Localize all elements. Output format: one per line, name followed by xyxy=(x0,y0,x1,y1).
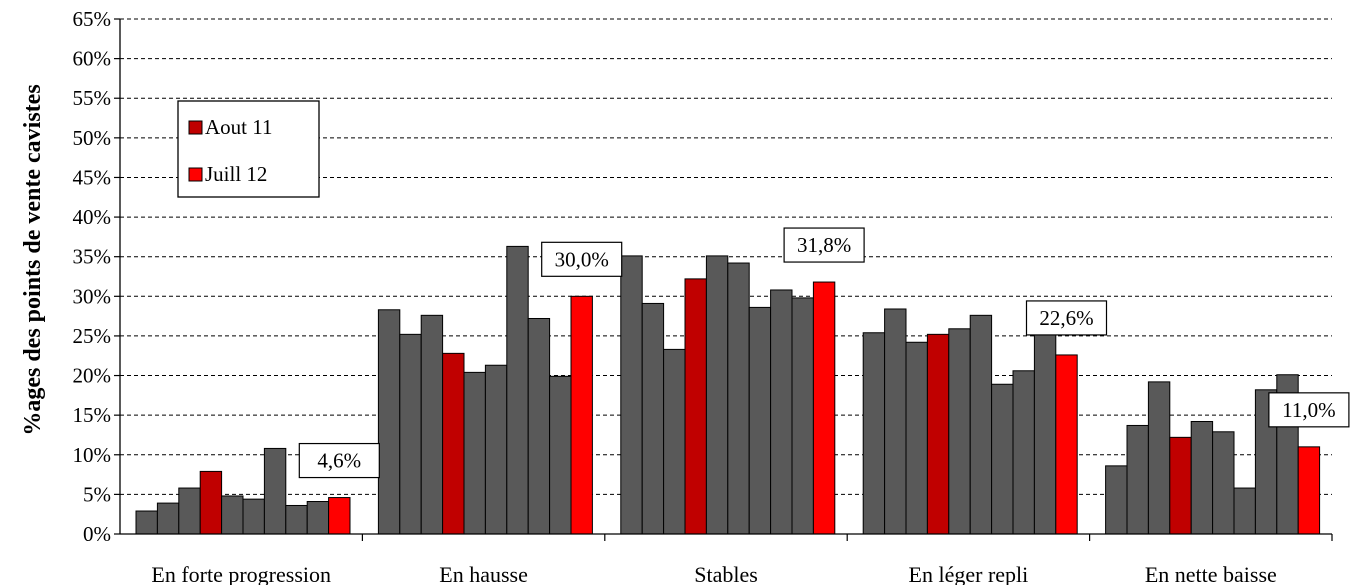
y-tick-label: 60% xyxy=(73,47,112,71)
bar xyxy=(748,306,772,535)
data-label-text: 31,8% xyxy=(797,233,851,257)
bar-juill-12 xyxy=(570,295,593,535)
bar xyxy=(135,510,158,535)
bars xyxy=(135,245,1321,535)
legend-swatch-juill-12 xyxy=(188,167,203,182)
bar-juill-12 xyxy=(328,497,351,535)
y-tick-label: 30% xyxy=(73,284,112,308)
bar xyxy=(727,262,750,535)
data-label-box xyxy=(1268,392,1350,428)
data-label-box xyxy=(783,227,865,263)
bar xyxy=(1105,465,1128,535)
legend-label-aout-11: Aout 11 xyxy=(205,115,272,139)
data-label: 4,6% xyxy=(298,442,380,479)
data-label-box xyxy=(541,241,623,277)
bar-juill-12 xyxy=(812,281,836,535)
bar xyxy=(306,501,330,535)
category-label-en-forte-progression: En forte progression xyxy=(151,562,331,585)
y-tick-label: 35% xyxy=(73,245,112,269)
bar xyxy=(770,289,793,535)
bar xyxy=(884,308,907,535)
y-tick-label: 45% xyxy=(73,165,112,189)
bar xyxy=(263,447,287,535)
bar xyxy=(377,309,401,535)
y-tick-label: 5% xyxy=(83,482,111,506)
bar xyxy=(862,332,886,535)
bar-aout-11 xyxy=(926,333,950,535)
data-label: 31,8% xyxy=(783,227,865,263)
bar xyxy=(399,333,422,535)
y-tick-label: 65% xyxy=(73,7,112,31)
bar-aout-11 xyxy=(1169,436,1192,535)
bar xyxy=(641,302,665,535)
bar xyxy=(948,328,971,535)
data-label: 30,0% xyxy=(541,241,623,277)
bar-juill-12 xyxy=(1055,354,1078,535)
y-tick-label: 0% xyxy=(83,522,111,546)
bar xyxy=(463,371,486,535)
data-label-text: 30,0% xyxy=(555,247,609,271)
y-axis-title: %ages des points de vente cavistes xyxy=(20,84,46,435)
data-label-box xyxy=(1025,300,1108,336)
y-tick-label: 15% xyxy=(73,403,112,427)
bar xyxy=(420,314,444,535)
y-tick-label: 55% xyxy=(73,86,112,110)
bar xyxy=(285,504,308,535)
bar-aout-11 xyxy=(199,470,223,535)
bar xyxy=(1033,321,1057,535)
bar xyxy=(221,495,244,535)
bar xyxy=(969,314,993,535)
axes xyxy=(119,19,1333,541)
category-label-en-hausse: En hausse xyxy=(439,562,528,585)
y-tick-label: 25% xyxy=(73,324,112,348)
bar xyxy=(791,297,814,535)
y-tick-labels: 0% 5% 10% 15% 20% 25% 30% 35% 40% 45% 50% 55% 60% 65% xyxy=(73,7,120,546)
bar xyxy=(1126,424,1149,535)
category-label-en-leger-repli: En léger repli xyxy=(909,562,1029,585)
legend-label-juill-12: Juill 12 xyxy=(205,162,267,186)
bar-juill-12 xyxy=(1297,446,1321,535)
bar xyxy=(620,255,643,535)
bar xyxy=(549,375,572,535)
data-labels: 4,6% 30,0% 31,8% 22,6% 11,0% xyxy=(298,227,1350,479)
y-tick-label: 50% xyxy=(73,126,112,150)
legend-swatch-aout-11 xyxy=(188,120,203,135)
bar xyxy=(527,317,551,535)
data-label-text: 11,0% xyxy=(1282,398,1335,422)
y-tick-label: 20% xyxy=(73,364,112,388)
data-label-text: 4,6% xyxy=(317,449,361,473)
y-tick-label: 40% xyxy=(73,205,112,229)
data-label-text: 22,6% xyxy=(1039,306,1093,330)
bar xyxy=(1012,370,1035,535)
category-label-en-nette-baisse: En nette baisse xyxy=(1145,562,1277,585)
bar xyxy=(242,498,265,535)
category-labels: En forte progression En hausse Stables En l… xyxy=(151,562,1276,585)
bar xyxy=(178,487,201,535)
bar xyxy=(1212,431,1235,535)
bar-aout-11 xyxy=(684,278,707,535)
bar xyxy=(1147,381,1171,535)
bar xyxy=(484,364,508,535)
data-label: 11,0% xyxy=(1268,392,1350,428)
bar xyxy=(663,348,686,535)
category-label-stables: Stables xyxy=(694,562,758,585)
legend: Aout 11 Juill 12 xyxy=(177,100,320,198)
bar xyxy=(991,383,1014,535)
bar xyxy=(1190,420,1214,535)
bar xyxy=(156,502,180,535)
y-tick-label: 10% xyxy=(73,443,112,467)
bar xyxy=(506,245,529,535)
bar xyxy=(705,255,729,535)
data-label-box xyxy=(298,442,380,479)
bar-aout-11 xyxy=(442,352,465,535)
data-label: 22,6% xyxy=(1025,300,1108,336)
bar xyxy=(905,341,928,535)
bar xyxy=(1233,487,1256,535)
